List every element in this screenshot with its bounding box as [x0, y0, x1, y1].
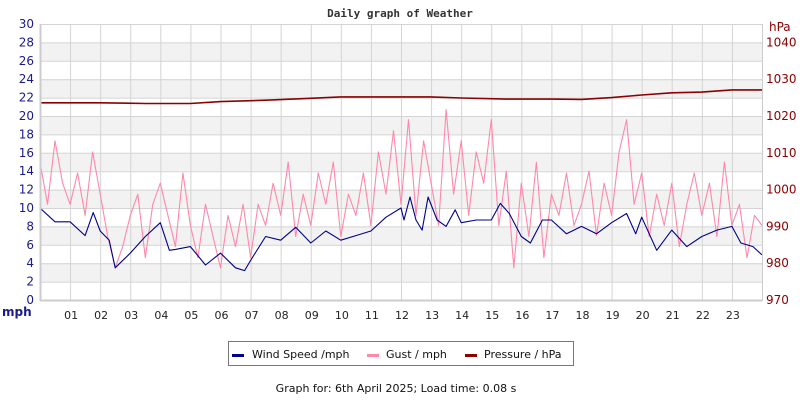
right-tick-label: 990	[766, 219, 789, 233]
left-tick-label: 14	[19, 164, 34, 178]
left-tick-label: 20	[19, 109, 34, 123]
right-tick-label: 1000	[766, 183, 797, 197]
x-tick-label: 15	[485, 309, 499, 322]
x-tick-label: 08	[275, 309, 289, 322]
left-tick-label: 28	[19, 35, 34, 49]
right-tick-label: 970	[766, 293, 789, 307]
left-tick-label: 30	[19, 17, 34, 31]
x-tick-label: 10	[335, 309, 349, 322]
right-tick-label: 1030	[766, 72, 797, 86]
x-tick-label: 05	[184, 309, 198, 322]
x-tick-label: 09	[305, 309, 319, 322]
x-tick-label: 14	[455, 309, 469, 322]
left-tick-label: 6	[26, 238, 34, 252]
left-tick-label: 26	[19, 54, 34, 68]
left-tick-label: 24	[19, 72, 34, 86]
left-tick-label: 22	[19, 91, 34, 105]
right-tick-label: 980	[766, 256, 789, 270]
right-tick-label: 1020	[766, 109, 797, 123]
x-tick-label: 12	[395, 309, 409, 322]
x-tick-label: 13	[425, 309, 439, 322]
legend-box	[228, 341, 574, 366]
left-tick-label: 16	[19, 146, 34, 160]
series-lines	[39, 89, 763, 272]
x-tick-label: 23	[726, 309, 740, 322]
x-tick-label: 03	[124, 309, 138, 322]
legend-swatch-gust	[367, 354, 379, 357]
gust-line	[39, 109, 763, 269]
left-tick-label: 10	[19, 201, 34, 215]
x-tick-label: 16	[515, 309, 529, 322]
left-tick-label: 0	[26, 293, 34, 307]
x-tick-label: 06	[215, 309, 229, 322]
left-tick-label: 4	[26, 256, 34, 270]
right-axis-label: hPa	[769, 20, 791, 34]
x-tick-label: 17	[545, 309, 559, 322]
x-tick-label: 21	[666, 309, 680, 322]
wind-speed-line	[39, 196, 763, 272]
x-tick-label: 07	[245, 309, 259, 322]
left-axis-label: mph	[2, 305, 32, 319]
x-tick-label: 11	[365, 309, 379, 322]
x-tick-label: 19	[606, 309, 620, 322]
x-tick-label: 01	[64, 309, 78, 322]
x-tick-label: 02	[94, 309, 108, 322]
x-tick-label: 18	[576, 309, 590, 322]
legend-label-gust: Gust / mph	[386, 348, 447, 361]
left-tick-label: 18	[19, 127, 34, 141]
left-tick-label: 8	[26, 219, 34, 233]
x-tick-label: 20	[636, 309, 650, 322]
left-tick-label: 2	[26, 275, 34, 289]
left-tick-label: 12	[19, 183, 34, 197]
axes: 0246810121416182022242628309709809901000…	[19, 17, 797, 322]
x-tick-label: 22	[696, 309, 710, 322]
right-tick-label: 1040	[766, 35, 797, 49]
legend-swatch-wind	[232, 354, 244, 357]
legend: Wind Speed /mph Gust / mph Pressure / hP…	[228, 341, 574, 366]
x-tick-label: 04	[154, 309, 168, 322]
footer-text: Graph for: 6th April 2025; Load time: 0.…	[276, 382, 517, 395]
legend-label-pressure: Pressure / hPa	[484, 348, 562, 361]
legend-label-wind: Wind Speed /mph	[252, 348, 350, 361]
right-tick-label: 1010	[766, 146, 797, 160]
pressure-line	[40, 89, 762, 105]
legend-swatch-pressure	[465, 354, 477, 357]
chart-title: Daily graph of Weather	[327, 7, 473, 20]
